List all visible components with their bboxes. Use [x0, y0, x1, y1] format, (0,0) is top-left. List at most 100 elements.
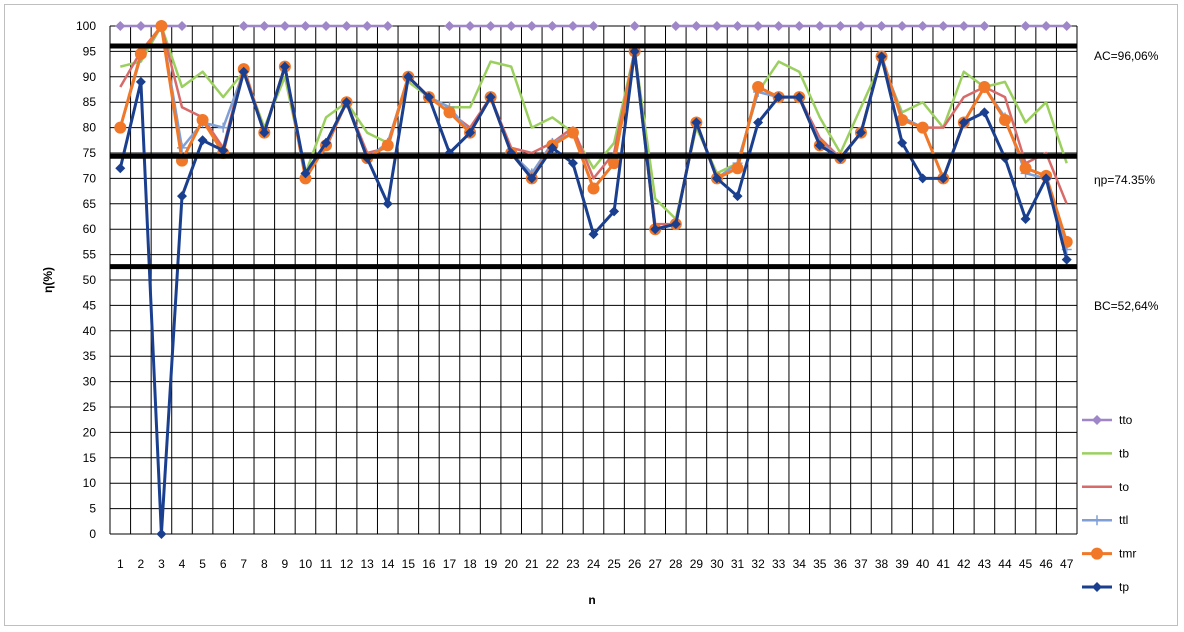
y-tick-label: 45 — [83, 298, 97, 312]
y-tick-label: 5 — [89, 502, 96, 516]
x-tick-label: 38 — [875, 557, 889, 571]
tmr-point — [114, 121, 127, 134]
x-tick-label: 3 — [158, 557, 165, 571]
legend-label: tto — [1119, 413, 1133, 427]
y-tick-label: 65 — [83, 197, 97, 211]
legend-item-to: to — [1082, 480, 1129, 494]
tp-point — [917, 173, 928, 184]
y-tick-label: 70 — [83, 171, 97, 185]
y-tick-label: 35 — [83, 349, 97, 363]
x-tick-label: 42 — [957, 557, 971, 571]
tp-point — [691, 117, 702, 128]
tp-point — [465, 127, 476, 138]
y-tick-label: 15 — [83, 451, 97, 465]
tp-point — [135, 76, 146, 87]
tmr-point — [916, 121, 929, 134]
x-tick-label: 20 — [505, 557, 519, 571]
tmr-point — [299, 172, 312, 185]
series-line-tb — [120, 24, 1068, 221]
tp-point — [938, 173, 949, 184]
y-tick-label: 60 — [83, 222, 97, 236]
x-tick-label: 44 — [998, 557, 1012, 571]
tto-point — [362, 21, 373, 31]
x-tick-label: 32 — [751, 557, 765, 571]
x-tick-label: 19 — [484, 557, 498, 571]
tmr-point — [998, 113, 1011, 126]
tto-point — [238, 21, 249, 31]
y-axis-ticks: 0 5 10 15 20 25 30 35 40 45 50 55 60 65 70 75 80 85 90 95 10… — [76, 19, 96, 541]
tto-point — [115, 21, 126, 31]
tp-point — [609, 206, 620, 217]
x-tick-label: 6 — [220, 557, 227, 571]
tto-point — [814, 21, 825, 31]
x-tick-label: 23 — [566, 557, 580, 571]
legend-item-tp: tp — [1082, 580, 1129, 594]
x-tick-label: 45 — [1019, 557, 1033, 571]
tp-point — [958, 117, 969, 128]
tmr-point — [752, 80, 765, 93]
x-axis-title: n — [588, 593, 595, 607]
series-tp — [115, 46, 1072, 539]
y-tick-label: 75 — [83, 146, 97, 160]
tmr-point — [1019, 162, 1032, 175]
tp-point — [670, 219, 681, 230]
tto-point — [341, 21, 352, 31]
x-tick-label: 43 — [978, 557, 992, 571]
y-tick-label: 25 — [83, 400, 97, 414]
tto-point — [958, 21, 969, 31]
tmr-point — [381, 139, 394, 152]
tto-point — [938, 21, 949, 31]
legend: tto tb to ttl tmr tp — [1082, 413, 1136, 594]
x-tick-label: 28 — [669, 557, 683, 571]
tp-point — [382, 198, 393, 209]
tmr-point — [196, 113, 209, 126]
x-tick-label: 30 — [710, 557, 724, 571]
y-tick-label: 90 — [83, 70, 97, 84]
x-tick-label: 12 — [340, 557, 354, 571]
x-tick-label: 31 — [731, 557, 745, 571]
x-tick-label: 9 — [282, 557, 289, 571]
tp-point — [1020, 214, 1031, 225]
tto-point — [506, 21, 517, 31]
tto-point — [444, 21, 455, 31]
x-tick-label: 37 — [854, 557, 868, 571]
x-tick-label: 8 — [261, 557, 268, 571]
tmr-point — [155, 20, 168, 32]
x-tick-label: 7 — [240, 557, 247, 571]
tp-point — [218, 145, 229, 156]
legend-label: tp — [1119, 580, 1129, 594]
tto-point — [979, 21, 990, 31]
tto-point — [732, 21, 743, 31]
x-tick-label: 29 — [690, 557, 704, 571]
x-tick-label: 1 — [117, 557, 124, 571]
tp-point — [650, 224, 661, 235]
x-tick-label: 24 — [587, 557, 601, 571]
tto-point — [321, 21, 332, 31]
tto-point — [279, 21, 290, 31]
tto-point — [485, 21, 496, 31]
tp-point — [115, 163, 126, 174]
x-tick-label: 17 — [443, 557, 457, 571]
tp-point — [588, 229, 599, 240]
y-tick-label: 20 — [83, 425, 97, 439]
reference-lines: AC=96,06% ηp=74.35% BC=52,64% — [110, 43, 1159, 313]
tp-point — [300, 168, 311, 179]
legend-item-tmr: tmr — [1082, 547, 1136, 561]
y-tick-label: 50 — [83, 273, 97, 287]
tmr-point — [587, 182, 600, 195]
tto-point — [588, 21, 599, 31]
tp-point — [629, 46, 640, 57]
y-axis-title: η(%) — [41, 267, 55, 293]
tto-point — [711, 21, 722, 31]
tp-point — [238, 66, 249, 77]
tp-point — [341, 97, 352, 108]
tto-point — [691, 21, 702, 31]
tto-point — [547, 21, 558, 31]
chart-frame — [4, 4, 1178, 626]
series-tmr — [114, 20, 1073, 248]
x-tick-label: 13 — [361, 557, 375, 571]
tto-point — [1041, 21, 1052, 31]
tp-point — [547, 142, 558, 153]
reference-label: BC=52,64% — [1094, 299, 1159, 313]
